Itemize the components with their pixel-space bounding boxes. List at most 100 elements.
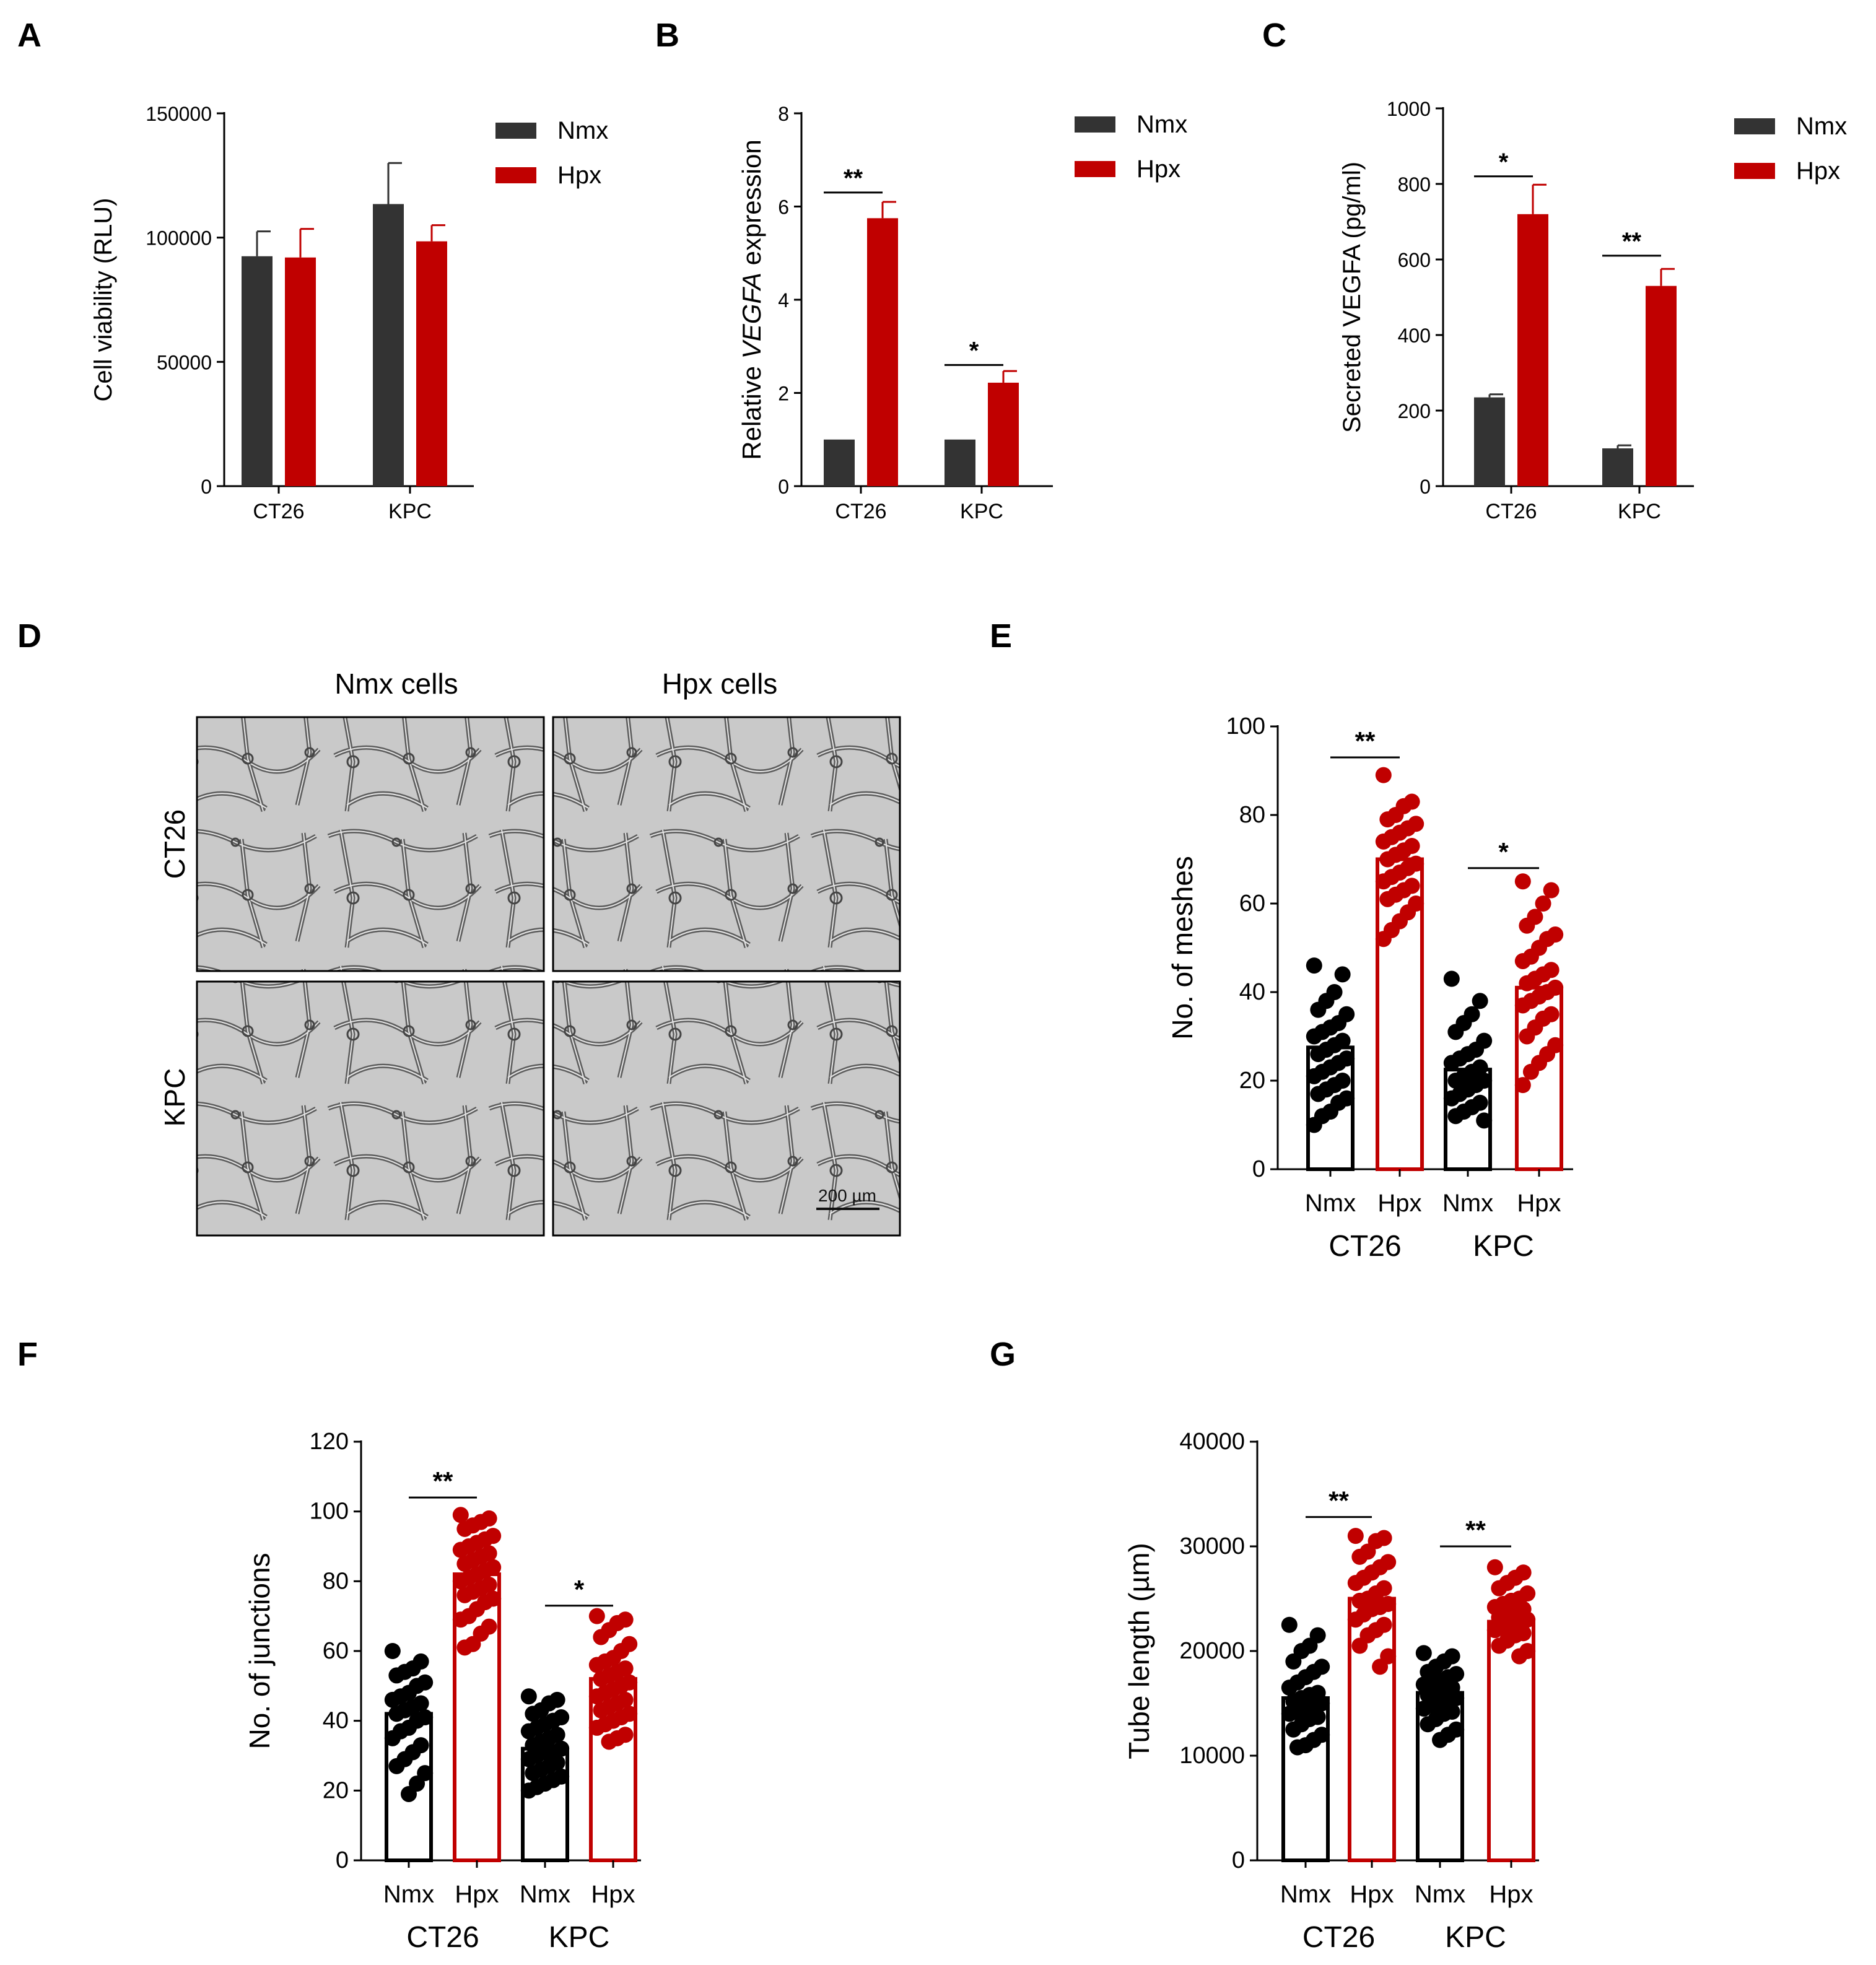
significance-mark: * bbox=[574, 1575, 585, 1604]
data-point bbox=[1379, 811, 1396, 828]
data-point bbox=[525, 1765, 541, 1782]
x-group-label: Nmx bbox=[383, 1881, 434, 1908]
data-point bbox=[456, 1520, 473, 1537]
data-point bbox=[601, 1733, 617, 1750]
data-point bbox=[588, 1688, 605, 1705]
column-label-nmx: Nmx cells bbox=[334, 668, 458, 700]
bar-hpx-ct26 bbox=[1517, 214, 1548, 486]
y-tick-label: 40 bbox=[1239, 979, 1265, 1005]
legend-swatch-hpx bbox=[1075, 161, 1115, 177]
data-point bbox=[1432, 1732, 1448, 1748]
data-point bbox=[452, 1611, 469, 1628]
micrograph-ct26-nmx bbox=[196, 716, 545, 972]
x-group-label: Nmx bbox=[1280, 1881, 1331, 1908]
data-point bbox=[1372, 1658, 1389, 1675]
data-point bbox=[1281, 1706, 1298, 1722]
legend-swatch-nmx bbox=[1734, 118, 1775, 134]
data-point bbox=[1334, 966, 1351, 983]
legend-label-nmx: Nmx bbox=[557, 117, 608, 144]
y-tick-label: 100000 bbox=[146, 227, 212, 250]
y-tick-label: 400 bbox=[1398, 325, 1431, 347]
x-group-label: Hpx bbox=[591, 1881, 635, 1908]
data-point bbox=[1375, 931, 1392, 948]
data-point bbox=[1514, 873, 1531, 890]
y-tick-label: 0 bbox=[778, 476, 789, 498]
data-point bbox=[1514, 997, 1531, 1014]
y-tick-label: 60 bbox=[1239, 891, 1265, 917]
y-tick-label: 0 bbox=[1252, 1156, 1265, 1182]
chart-c-secreted-vegfa: 0 200 400 600 800 1000 Secreted VEGFA (pg/ml) C… bbox=[1338, 98, 1847, 523]
chart-f-junctions: 0 20 40 60 80 100 120 No. of junctions Nmx Hpx Nmx… bbox=[243, 1429, 641, 1954]
x-group-label: Nmx bbox=[1442, 1190, 1493, 1217]
data-point bbox=[1310, 1086, 1327, 1102]
data-point bbox=[452, 1507, 469, 1523]
data-point bbox=[1351, 1637, 1368, 1654]
bar-nmx-ct26 bbox=[242, 256, 273, 486]
data-point bbox=[1443, 1090, 1460, 1107]
data-point bbox=[1375, 767, 1392, 783]
chart-e-meshes: 0 20 40 60 80 100 No. of meshes Nmx Hpx Nmx Hpx CT2… bbox=[1166, 713, 1573, 1263]
y-tick-label: 60 bbox=[323, 1638, 349, 1664]
data-point bbox=[1543, 882, 1560, 899]
data-point bbox=[588, 1657, 605, 1673]
row-label-kpc: KPC bbox=[159, 1068, 191, 1127]
y-tick-label: 120 bbox=[310, 1429, 349, 1455]
data-point bbox=[452, 1573, 469, 1590]
data-point bbox=[1379, 851, 1396, 868]
legend-swatch-hpx bbox=[1734, 163, 1775, 179]
data-point bbox=[1522, 1063, 1539, 1080]
y-tick-label: 800 bbox=[1398, 173, 1431, 196]
significance-mark: * bbox=[1498, 837, 1509, 866]
y-tick-label: 50000 bbox=[157, 351, 212, 373]
data-point bbox=[1491, 1580, 1507, 1597]
data-point bbox=[1415, 1645, 1432, 1662]
x-group-label: Hpx bbox=[1350, 1881, 1394, 1908]
data-point bbox=[1285, 1721, 1302, 1738]
panel-letter-c: C bbox=[1262, 17, 1286, 54]
y-tick-label: 0 bbox=[336, 1847, 349, 1873]
row-label-ct26: CT26 bbox=[159, 809, 191, 879]
data-point bbox=[1310, 1046, 1327, 1063]
x-tick-label-ct26: CT26 bbox=[253, 500, 304, 523]
y-axis-title: No. of junctions bbox=[243, 1553, 276, 1749]
bar-nmx-kpc bbox=[1602, 448, 1633, 486]
y-tick-label: 80 bbox=[1239, 802, 1265, 828]
data-point bbox=[520, 1782, 537, 1799]
panel-letter-f: F bbox=[17, 1336, 38, 1373]
y-tick-label: 0 bbox=[1232, 1847, 1245, 1873]
bar-nmx-kpc bbox=[373, 204, 404, 486]
micrograph-kpc-nmx bbox=[196, 980, 545, 1237]
data-point bbox=[520, 1723, 537, 1740]
data-point bbox=[588, 1719, 605, 1736]
legend-label-nmx: Nmx bbox=[1137, 111, 1187, 138]
data-point bbox=[1514, 1077, 1531, 1094]
panel-letter-b: B bbox=[655, 17, 679, 54]
data-point bbox=[1519, 1028, 1535, 1045]
data-point bbox=[1491, 1637, 1507, 1654]
data-point bbox=[388, 1706, 405, 1722]
y-tick-label: 2 bbox=[778, 383, 789, 405]
significance-mark: ** bbox=[844, 165, 863, 192]
data-point bbox=[1281, 1616, 1298, 1633]
significance-mark: ** bbox=[1622, 228, 1642, 255]
data-point bbox=[1472, 993, 1488, 1009]
data-point bbox=[1351, 1548, 1368, 1565]
x-group-label: Hpx bbox=[1517, 1190, 1561, 1217]
data-point bbox=[388, 1667, 405, 1684]
legend-label-hpx: Hpx bbox=[1796, 157, 1840, 185]
data-point bbox=[1375, 873, 1392, 890]
data-point bbox=[593, 1671, 609, 1688]
y-tick-label: 200 bbox=[1398, 400, 1431, 422]
data-point bbox=[593, 1629, 609, 1645]
y-axis-title: Tube length (µm) bbox=[1123, 1543, 1155, 1759]
data-point bbox=[1535, 895, 1551, 912]
cell-line-label-ct26: CT26 bbox=[1328, 1230, 1401, 1263]
panel-letter-d: D bbox=[17, 617, 41, 655]
legend-swatch-nmx bbox=[1075, 116, 1115, 133]
y-axis-title-part: VEGFA bbox=[737, 272, 766, 359]
bar-hpx-kpc bbox=[416, 241, 447, 486]
data-point bbox=[1486, 1622, 1503, 1639]
micrograph-ct26-hpx bbox=[552, 716, 901, 972]
data-point bbox=[1486, 1559, 1503, 1575]
